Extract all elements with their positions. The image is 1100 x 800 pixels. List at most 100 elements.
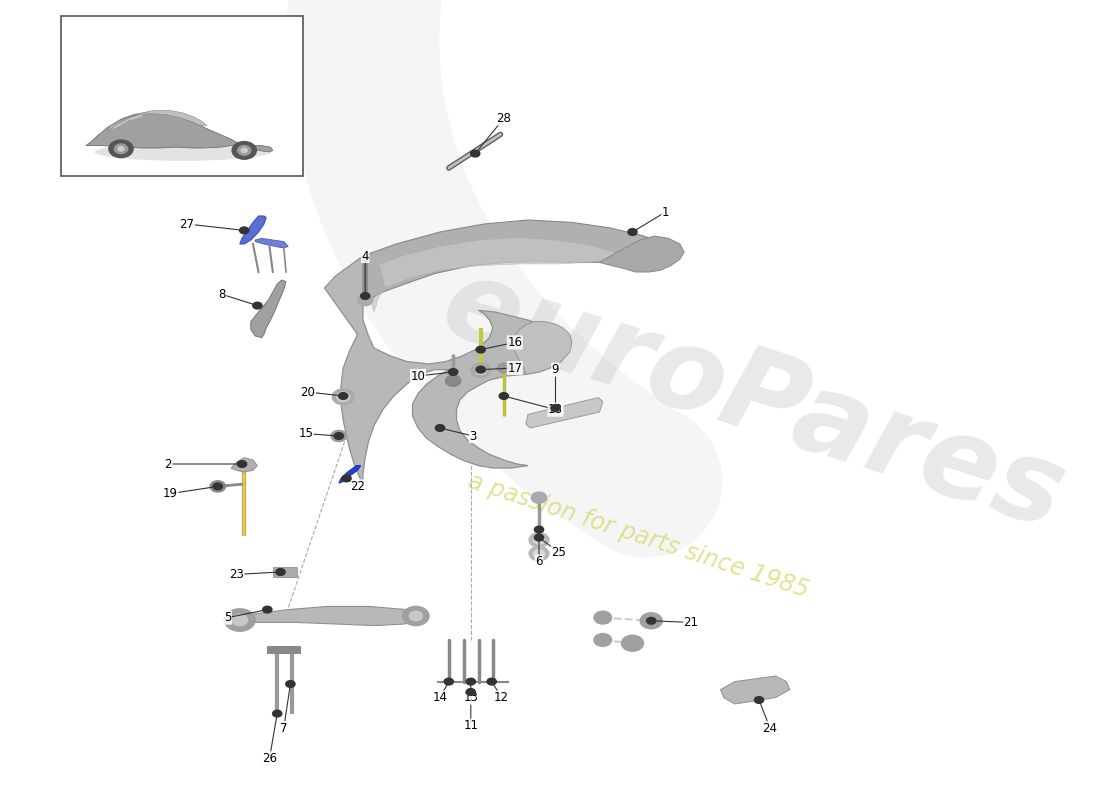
Circle shape	[449, 369, 458, 375]
Circle shape	[594, 611, 612, 624]
Circle shape	[535, 534, 543, 541]
Text: a passion for parts since 1985: a passion for parts since 1985	[464, 470, 812, 602]
Text: 7: 7	[280, 722, 287, 734]
Text: 8: 8	[219, 288, 225, 301]
Circle shape	[529, 533, 549, 547]
Polygon shape	[251, 280, 286, 338]
Text: 19: 19	[163, 487, 178, 500]
Circle shape	[331, 430, 346, 442]
Text: 10: 10	[410, 370, 426, 382]
Circle shape	[621, 635, 643, 651]
Bar	[273, 567, 297, 577]
Text: 17: 17	[507, 362, 522, 374]
Circle shape	[628, 229, 637, 235]
Circle shape	[647, 618, 656, 624]
Circle shape	[241, 148, 248, 153]
Circle shape	[471, 363, 491, 378]
Text: 1: 1	[662, 206, 669, 218]
Circle shape	[238, 146, 251, 155]
Text: 9: 9	[552, 363, 559, 376]
Text: 5: 5	[224, 611, 231, 624]
Text: 20: 20	[300, 386, 316, 398]
Circle shape	[466, 678, 475, 685]
Polygon shape	[600, 236, 684, 272]
Circle shape	[466, 689, 475, 695]
Circle shape	[476, 366, 485, 373]
Text: 2: 2	[165, 458, 172, 470]
Circle shape	[409, 611, 422, 621]
Circle shape	[755, 697, 763, 703]
Circle shape	[210, 481, 225, 492]
Circle shape	[487, 678, 496, 685]
Text: 28: 28	[496, 112, 512, 125]
Circle shape	[436, 425, 444, 431]
Circle shape	[232, 614, 248, 626]
Circle shape	[286, 681, 295, 687]
Text: 18: 18	[548, 403, 563, 416]
Text: 21: 21	[683, 616, 698, 629]
Circle shape	[471, 150, 480, 157]
Text: 15: 15	[298, 427, 314, 440]
Circle shape	[109, 140, 133, 158]
Polygon shape	[231, 458, 257, 472]
Text: 27: 27	[179, 218, 195, 230]
Circle shape	[475, 366, 486, 374]
Circle shape	[534, 536, 544, 544]
Circle shape	[342, 475, 351, 482]
Circle shape	[337, 392, 350, 402]
Text: euroPares: euroPares	[429, 247, 1078, 553]
Polygon shape	[236, 606, 418, 626]
Polygon shape	[240, 216, 266, 244]
Circle shape	[253, 302, 262, 309]
Text: 12: 12	[494, 691, 509, 704]
Circle shape	[497, 363, 510, 373]
Polygon shape	[108, 110, 207, 131]
Circle shape	[238, 461, 246, 467]
Polygon shape	[526, 398, 603, 428]
Circle shape	[332, 389, 354, 405]
Circle shape	[476, 346, 485, 353]
Text: 3: 3	[470, 430, 476, 442]
FancyBboxPatch shape	[60, 16, 302, 176]
Circle shape	[263, 606, 272, 613]
Text: 6: 6	[536, 555, 542, 568]
Circle shape	[118, 146, 124, 151]
Text: 16: 16	[507, 336, 522, 349]
Text: 25: 25	[551, 546, 566, 558]
Circle shape	[529, 546, 549, 561]
Circle shape	[361, 293, 370, 299]
Polygon shape	[372, 238, 621, 312]
Circle shape	[534, 550, 544, 558]
Circle shape	[232, 142, 256, 159]
Polygon shape	[324, 256, 566, 484]
Text: 26: 26	[262, 752, 277, 765]
Circle shape	[531, 492, 547, 503]
Circle shape	[273, 710, 282, 717]
Text: 4: 4	[362, 250, 369, 262]
Circle shape	[640, 613, 662, 629]
Circle shape	[240, 227, 249, 234]
Text: 13: 13	[463, 691, 478, 704]
Polygon shape	[339, 466, 361, 483]
Text: 24: 24	[762, 722, 778, 734]
Bar	[282, 646, 301, 654]
Text: 14: 14	[432, 691, 448, 704]
Polygon shape	[359, 220, 671, 320]
Polygon shape	[110, 114, 143, 130]
Circle shape	[403, 606, 429, 626]
Circle shape	[339, 393, 348, 399]
Ellipse shape	[95, 143, 271, 161]
Circle shape	[535, 526, 543, 533]
Circle shape	[551, 405, 560, 411]
Circle shape	[444, 678, 453, 685]
Polygon shape	[255, 238, 288, 248]
Text: 22: 22	[350, 480, 365, 493]
Polygon shape	[513, 322, 572, 374]
Text: 11: 11	[463, 719, 478, 732]
Circle shape	[474, 363, 487, 373]
Circle shape	[224, 609, 255, 631]
Bar	[267, 646, 287, 654]
Circle shape	[594, 634, 612, 646]
Circle shape	[499, 393, 508, 399]
Text: 23: 23	[229, 568, 244, 581]
